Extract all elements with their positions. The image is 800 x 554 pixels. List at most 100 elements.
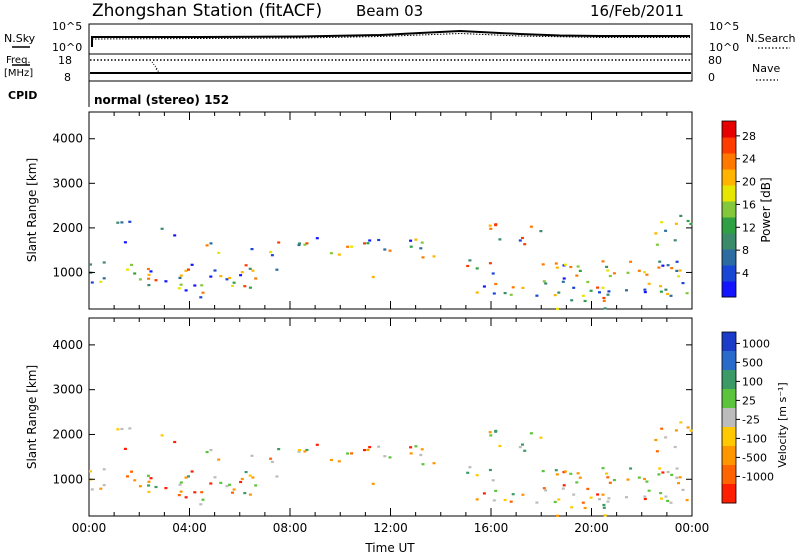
scatter-cell [250,248,254,251]
scatter-cell [511,286,515,289]
scatter-cell [625,289,628,292]
scatter-cell [561,487,565,490]
colorbar-segment [722,169,736,186]
freq-unit-label: [MHz] [4,68,33,79]
beam-label: Beam 03 [356,2,423,20]
colorbar-segment [722,233,736,250]
scatter-cell [250,454,254,457]
scatter-cell [269,457,273,460]
scatter-cell [123,241,127,244]
scatter-cell [420,241,424,244]
scatter-cell [209,242,213,245]
scatter-cell [647,489,651,492]
scatter-cell [409,239,413,242]
scatter-cell [298,242,301,245]
scatter-cell [275,268,279,271]
scatter-cell [346,245,350,248]
scatter-cell [555,473,559,476]
scatter-cell [366,242,370,245]
scatter-cell [494,282,498,286]
nave-tick-top: 80 [708,54,722,67]
scatter-cell [377,445,381,448]
scatter-cell [601,493,605,496]
nave-label: Nave [752,62,780,75]
scatter-cell [675,467,679,470]
scatter-cell [488,468,492,472]
scatter-cell [160,434,164,437]
scatter-cell [231,284,234,287]
scatter-cell [659,285,663,288]
scatter-cell [575,274,579,277]
colorbar-segment [722,137,736,154]
scatter-cell [657,266,661,269]
scatter-cell [612,272,616,275]
scatter-cell [138,485,142,488]
scatter-cell [251,269,255,272]
scatter-cell [179,481,183,484]
station-title: Zhongshan Station (fitACF) [92,1,322,21]
scatter-cell [556,307,559,310]
colorbar-tick-label: 24 [742,153,756,166]
scatter-cell [277,241,281,244]
nsky-label: N.Sky [4,32,36,45]
scatter-cell [689,222,693,226]
scatter-cell [523,449,527,452]
scatter-cell [605,472,609,475]
colorbar-segment [722,281,736,298]
scatter-cell [128,220,132,223]
scatter-cell [664,495,668,498]
scatter-cell [557,498,561,501]
scatter-cell [303,243,307,246]
colorbar-tick-label: 25 [742,394,756,407]
freq-tick-top: 18 [58,54,72,67]
scatter-cell [666,470,670,474]
scatter-cell [509,500,513,503]
scatter-cell [219,275,223,278]
scatter-cell [583,299,587,303]
scatter-cell [637,269,641,272]
scatter-cell [120,221,124,224]
scatter-cell [643,288,647,291]
scatter-cell [583,506,587,510]
scatter-cell [209,482,213,485]
y-tick-label: 3000 [52,176,83,190]
scatter-cell [657,473,661,476]
scatter-cell [173,440,177,444]
scatter-cell [146,267,150,271]
scatter-cell [521,286,525,289]
y-tick-label: 2000 [52,221,83,235]
scatter-cell [232,488,236,491]
nsky-trace [91,29,690,47]
scatter-cell [147,277,151,280]
scatter-cell [664,229,668,232]
scatter-cell [147,490,151,493]
date-label: 16/Feb/2011 [590,2,684,20]
scatter-cell [689,429,693,432]
scatter-cell [570,506,574,509]
scatter-cell [494,489,498,492]
scatter-cell [661,471,665,474]
scatter-cell [518,239,522,242]
scatter-cell [200,284,204,287]
scatter-cell [562,484,566,487]
power-y-axis-label: Slant Range [km] [25,158,39,262]
scatter-cell [149,270,153,273]
scatter-cell [350,245,354,248]
scatter-cell [675,260,679,263]
colorbar-segment [722,153,736,170]
scatter-cell [488,262,492,265]
nsearch-trace [91,32,690,40]
colorbar-tick-label: 4 [742,267,749,280]
scatter-cell [607,290,611,293]
velocity-panel: 1000 2000 3000 4000 00:00 04:00 08:00 12:00 16:… [25,317,789,554]
scatter-cell [116,428,120,431]
scatter-cell [509,293,513,296]
scatter-cell [368,239,372,242]
scatter-cell [523,243,527,246]
freq-panel: Freq. [MHz] 18 8 80 0 Nave [4,53,780,84]
scatter-cell [329,458,333,462]
scatter-cell [126,268,129,271]
scatter-cell [603,514,607,517]
scatter-cell [576,265,580,268]
